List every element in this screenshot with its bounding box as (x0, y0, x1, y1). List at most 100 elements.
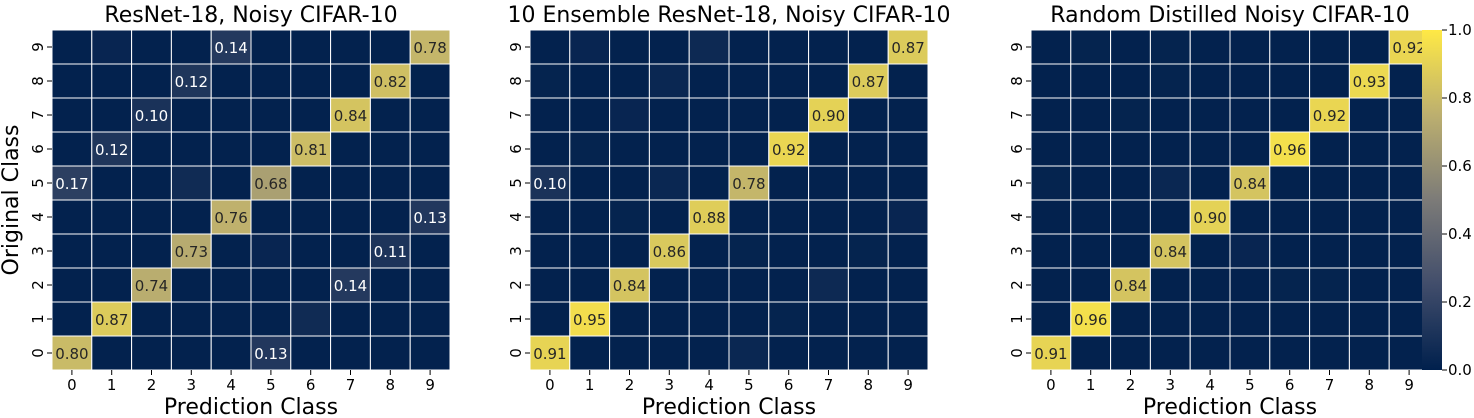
heatmap-cell-r8-c3 (1149, 63, 1191, 99)
y-tick-label: 1 (507, 314, 525, 324)
heatmap-cell-r9-c4 (210, 29, 252, 65)
x-tick-label: 6 (784, 376, 794, 394)
x-tick-label: 5 (744, 376, 754, 394)
heatmap-cell-r3-c5 (1229, 233, 1271, 269)
heatmap-cell-r1-c1 (569, 301, 611, 337)
heatmap-cell-r4-c2 (131, 199, 172, 235)
heatmap-cell-r6-c3 (170, 131, 212, 167)
heatmap-cell-r1-c9 (887, 301, 929, 337)
colorbar-tick-label: 0.0 (1448, 361, 1472, 379)
heatmap-cell-r7-c1 (1070, 97, 1112, 133)
cell-value-label: 0.74 (135, 277, 168, 295)
heatmap-cell-r1-c4 (210, 301, 252, 337)
heatmap-cell-r0-c1 (569, 335, 611, 371)
heatmap-cell-r1-c0 (51, 301, 93, 337)
cell-value-label: 0.84 (1154, 243, 1187, 261)
heatmap-cell-r4-c9 (409, 199, 451, 235)
cell-value-label: 0.84 (334, 107, 367, 125)
heatmap-cell-r4-c7 (808, 199, 849, 235)
heatmap-cell-r7-c3 (1149, 97, 1191, 133)
heatmap-cell-r1-c0 (529, 301, 571, 337)
heatmap-cell-r6-c3 (648, 131, 690, 167)
heatmap-cell-r0-c4 (210, 335, 252, 371)
heatmap-cell-r6-c6 (768, 131, 810, 167)
heatmap-cell-r3-c3 (170, 233, 212, 269)
heatmap-cell-r6-c3 (1149, 131, 1191, 167)
chart-title: Random Distilled Noisy CIFAR-10 (1050, 3, 1409, 28)
y-tick-label: 6 (29, 144, 47, 154)
cell-value-label: 0.73 (175, 243, 208, 261)
heatmap-cell-r0-c3 (1149, 335, 1191, 371)
y-tick-label: 9 (507, 42, 525, 52)
heatmap-cell-r9-c1 (1070, 29, 1112, 65)
cell-value-label: 0.96 (1074, 311, 1107, 329)
heatmap-cell-r3-c6 (1269, 233, 1311, 269)
cell-value-label: 0.91 (533, 345, 566, 363)
heatmap-cell-r9-c2 (1110, 29, 1151, 65)
colorbar-tick-label: 0.2 (1448, 293, 1472, 311)
heatmap-cell-r9-c0 (529, 29, 571, 65)
heatmap-cell-r2-c5 (250, 267, 292, 303)
y-tick-label: 3 (507, 246, 525, 256)
heatmap-cell-r4-c2 (1110, 199, 1151, 235)
heatmap-cell-r0-c7 (808, 335, 849, 371)
heatmap-cell-r8-c9 (409, 63, 451, 99)
heatmap-cell-r3-c7 (808, 233, 849, 269)
heatmap-cell-r5-c2 (609, 165, 650, 201)
heatmap-cell-r6-c2 (131, 131, 172, 167)
cell-value-label: 0.11 (374, 243, 407, 261)
heatmap-cell-r1-c9 (409, 301, 451, 337)
heatmap-cell-r5-c4 (210, 165, 252, 201)
heatmap-cell-r3-c2 (1110, 233, 1151, 269)
x-axis-label: Prediction Class (642, 395, 816, 418)
heatmap-cell-r9-c1 (569, 29, 611, 65)
heatmap-cell-r7-c5 (250, 97, 292, 133)
heatmap-cell-r8-c1 (1070, 63, 1112, 99)
heatmap-cell-r0-c1 (1070, 335, 1112, 371)
heatmap-cell-r0-c6 (768, 335, 810, 371)
heatmap-cell-r8-c1 (569, 63, 611, 99)
heatmap-cell-r9-c2 (609, 29, 650, 65)
heatmap-cell-r4-c8 (847, 199, 889, 235)
heatmap-cell-r2-c7 (1309, 267, 1350, 303)
heatmap-cell-r0-c8 (1348, 335, 1390, 371)
heatmap-cell-r7-c6 (768, 97, 810, 133)
y-tick-label: 3 (1008, 246, 1026, 256)
heatmap-cell-r7-c2 (1110, 97, 1151, 133)
heatmap-cell-r0-c4 (688, 335, 730, 371)
heatmap-cell-r0-c9 (409, 335, 451, 371)
heatmap-cell-r2-c1 (1070, 267, 1112, 303)
heatmap-cell-r5-c1 (569, 165, 611, 201)
cell-value-label: 0.90 (812, 107, 845, 125)
y-tick-label: 8 (1008, 76, 1026, 86)
heatmap-cell-r6-c5 (728, 131, 770, 167)
x-tick-label: 4 (226, 376, 236, 394)
heatmap-cell-r4-c5 (250, 199, 292, 235)
heatmap-cell-r1-c2 (131, 301, 172, 337)
heatmap-cell-r2-c4 (210, 267, 252, 303)
heatmap-cell-r3-c0 (1030, 233, 1072, 269)
x-tick-label: 2 (1126, 376, 1136, 394)
heatmap-cell-r2-c6 (290, 267, 332, 303)
y-tick-label: 9 (1008, 42, 1026, 52)
y-tick-label: 4 (29, 212, 47, 222)
heatmap-cell-r3-c1 (569, 233, 611, 269)
cell-value-label: 0.13 (413, 209, 446, 227)
x-tick-label: 0 (1046, 376, 1056, 394)
heatmap-panel-1: ResNet-18, Noisy CIFAR-10 0.80 0.13 0.87 0.7… (0, 3, 451, 418)
heatmap-cell-r6-c1 (91, 131, 133, 167)
heatmap-cell-r8-c6 (290, 63, 332, 99)
heatmap-cell-r3-c6 (768, 233, 810, 269)
heatmap-cell-r7-c8 (369, 97, 411, 133)
x-tick-label: 7 (824, 376, 834, 394)
y-tick-label: 6 (507, 144, 525, 154)
heatmap-cell-r9-c1 (91, 29, 133, 65)
heatmap-cell-r6-c8 (847, 131, 889, 167)
heatmap-cell-r7-c2 (609, 97, 650, 133)
heatmap-cell-r5-c7 (808, 165, 849, 201)
colorbar-tick-label: 0.8 (1448, 89, 1472, 107)
heatmap-cell-r1-c5 (250, 301, 292, 337)
heatmap-cell-r2-c2 (609, 267, 650, 303)
cell-value-label: 0.92 (1313, 107, 1346, 125)
cell-value-label: 0.14 (334, 277, 367, 295)
